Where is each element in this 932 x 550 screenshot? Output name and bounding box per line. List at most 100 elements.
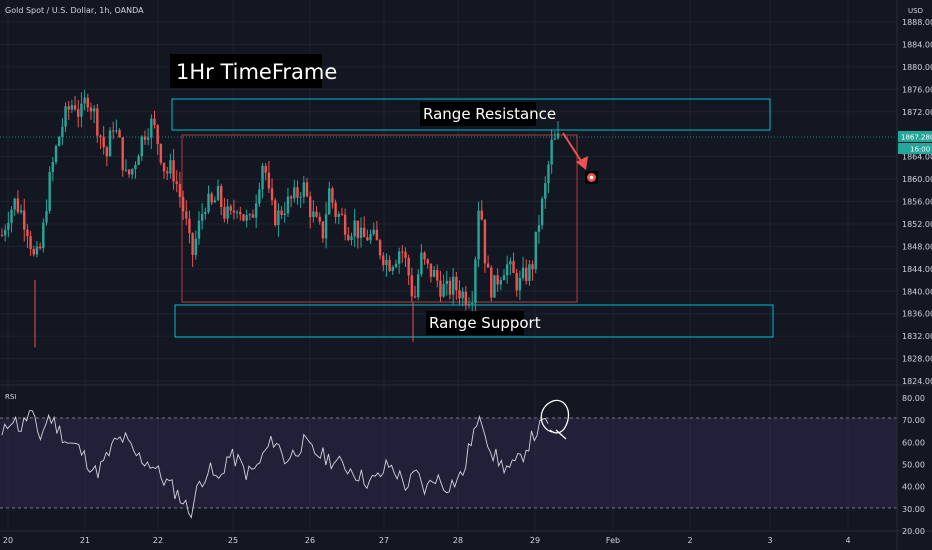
- candle-body: [302, 182, 306, 197]
- timeframe-label[interactable]: 1Hr TimeFrame: [176, 60, 337, 84]
- candle-body: [480, 210, 483, 220]
- candle-body: [299, 196, 302, 198]
- timeframe-label-bg: [170, 54, 322, 88]
- candle-body: [525, 267, 528, 281]
- candle-body: [356, 220, 360, 239]
- candle-body: [223, 207, 226, 219]
- range-inner-box[interactable]: [181, 134, 578, 303]
- candle-body: [537, 225, 541, 232]
- candle-body: [204, 212, 207, 214]
- candle-body: [280, 210, 283, 216]
- candle-body: [258, 189, 261, 204]
- price-axis[interactable]: 1888.000 1884.000 1880.000 1876.000 1872.000…: [902, 18, 932, 386]
- candle-body: [490, 267, 493, 298]
- support-label[interactable]: Range Support: [429, 314, 541, 332]
- time-tick-label: 28: [453, 536, 463, 545]
- candle-body: [293, 187, 296, 199]
- candle-body: [26, 229, 29, 237]
- candle-body: [528, 264, 531, 281]
- candle-body: [99, 135, 102, 137]
- candle-body: [194, 238, 198, 255]
- candle-body: [318, 216, 321, 222]
- candle-body: [159, 144, 163, 163]
- price-tick-label: 1880.000: [902, 63, 932, 72]
- rsi: [1, 410, 549, 519]
- candle-body: [483, 219, 487, 264]
- range-support-box[interactable]: [174, 304, 774, 338]
- price-tick-label: 1824.000: [902, 377, 932, 386]
- candle-body: [429, 263, 433, 277]
- countdown-badge: [898, 143, 932, 154]
- candle-body: [150, 118, 153, 138]
- price-tick-label: 1848.000: [902, 242, 932, 251]
- candle-body: [553, 138, 557, 140]
- candle-body: [474, 259, 477, 304]
- candle-body: [362, 227, 366, 238]
- candle-body: [391, 267, 394, 271]
- candle-body: [286, 196, 290, 214]
- candle-body: [10, 209, 13, 223]
- candle-body: [216, 186, 220, 201]
- candle-body: [169, 160, 172, 174]
- candles: [0, 89, 560, 348]
- rsi-tick-label: 70.00: [902, 416, 925, 425]
- arrow-shaft[interactable]: [562, 132, 584, 165]
- price-tick-label: 1860.000: [902, 175, 932, 184]
- candle-body: [137, 156, 140, 165]
- candle-body: [0, 235, 4, 237]
- price-tick-label: 1856.000: [902, 198, 932, 207]
- candle-body: [420, 252, 423, 275]
- range-resistance-box[interactable]: [171, 98, 771, 131]
- candle-body: [289, 196, 293, 199]
- price-tick-label: 1872.000: [902, 108, 932, 117]
- candle-body: [51, 162, 55, 173]
- candle-body: [283, 213, 286, 216]
- candle-body: [213, 200, 217, 203]
- rsi-highlight-circle[interactable]: [540, 399, 569, 440]
- resistance-label[interactable]: Range Resistance: [423, 105, 556, 123]
- candle-body: [124, 169, 128, 171]
- candle-body: [324, 214, 328, 239]
- candle-body: [347, 234, 350, 241]
- price-tick-label: 1840.000: [902, 287, 932, 296]
- candle-body: [550, 139, 553, 165]
- candle-body: [493, 275, 496, 298]
- price-tick-label: 1828.000: [902, 355, 932, 364]
- candle-body: [251, 214, 255, 218]
- arrow-head-icon: [576, 156, 588, 170]
- candle-body: [359, 227, 363, 239]
- candle-body: [264, 165, 267, 173]
- candle-body: [337, 213, 340, 218]
- time-tick-label: 4: [845, 536, 850, 545]
- candle-body: [385, 259, 388, 266]
- rsi-tick-label: 60.00: [902, 438, 925, 447]
- candle-body: [267, 172, 271, 189]
- time-tick-label: 22: [153, 536, 163, 545]
- candle-body: [178, 183, 182, 197]
- currency-label: USD: [908, 7, 923, 15]
- candle-body: [486, 263, 490, 268]
- candle-body: [16, 198, 20, 213]
- time-tick-label: 21: [80, 536, 90, 545]
- candle-body: [369, 234, 372, 241]
- time-axis[interactable]: 20 21 22 25 26 27 28 29 Feb 2 3 4: [3, 536, 851, 545]
- candle-body: [426, 259, 429, 264]
- price-tick-label: 1852.000: [902, 220, 932, 229]
- price-tick-label: 1832.000: [902, 332, 932, 341]
- candle-body: [54, 145, 58, 163]
- current-price-badge: [898, 131, 932, 142]
- rsi-tick-label: 80.00: [902, 394, 925, 403]
- candle-body: [544, 183, 547, 199]
- rsi-axis[interactable]: 80.00 70.00 60.00 50.00 40.00 30.00 20.00: [902, 394, 925, 536]
- candle-body: [410, 275, 414, 297]
- candle-body: [505, 264, 509, 276]
- grid: [0, 0, 897, 531]
- candle-body: [499, 280, 503, 285]
- candle-body: [261, 165, 264, 190]
- candle-body: [77, 109, 80, 117]
- candle-body: [143, 136, 147, 140]
- candle-body: [451, 276, 455, 295]
- symbol-title[interactable]: Gold Spot / U.S. Dollar, 1h, OANDA: [5, 6, 144, 15]
- candle-body: [105, 147, 109, 157]
- candle-body: [407, 257, 410, 276]
